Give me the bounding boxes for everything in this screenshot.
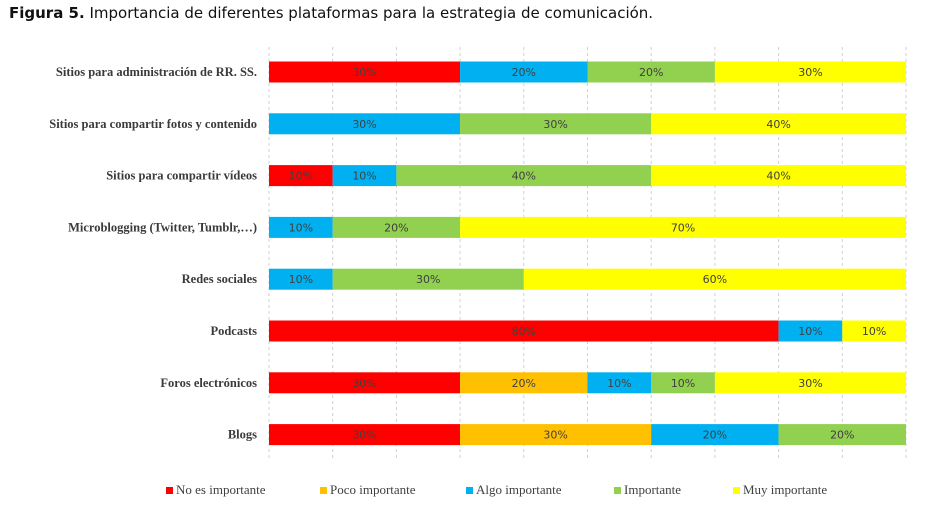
category-label: Microblogging (Twitter, Tumblr,…) (68, 220, 257, 234)
bar-segment (332, 165, 397, 187)
bar-segment (651, 372, 715, 394)
bar-segment (714, 61, 906, 83)
bar-segment (269, 113, 461, 135)
data-label: 20% (639, 66, 663, 79)
chart-legend: No es importante Poco importante Algo impo… (166, 482, 827, 497)
category-label: Foros electrónicos (160, 376, 257, 390)
data-label: 30% (798, 66, 822, 79)
data-label: 70% (671, 221, 695, 234)
data-label: 20% (512, 66, 536, 79)
category-labels: Sitios para administración de RR. SS. Sit… (49, 65, 257, 442)
figure-caption: Figura 5. Importancia de diferentes plat… (9, 4, 653, 22)
data-label: 30% (543, 118, 567, 131)
bar-segment (778, 424, 906, 446)
data-label: 10% (352, 170, 376, 183)
category-label: Sitios para compartir vídeos (106, 169, 257, 183)
data-label: 40% (512, 170, 536, 183)
data-label: 20% (384, 221, 408, 234)
bar-segment (269, 372, 461, 394)
bar-segment (523, 268, 906, 290)
data-label: 40% (766, 118, 790, 131)
legend-label: Importante (624, 482, 681, 497)
legend-label: Poco importante (330, 482, 416, 497)
legend-label: Muy importante (743, 482, 827, 497)
data-label: 10% (671, 377, 695, 390)
bar-segment (778, 320, 843, 342)
bar-segment (460, 61, 588, 83)
bar-segment (651, 113, 906, 135)
data-label: 10% (862, 325, 886, 338)
data-label: 30% (352, 66, 376, 79)
data-label: 30% (352, 429, 376, 442)
bar-segment (269, 216, 333, 238)
category-label: Podcasts (210, 324, 257, 338)
bar-segment (651, 165, 906, 187)
bar-segment (460, 424, 652, 446)
data-label: 30% (352, 377, 376, 390)
bar-segment (460, 113, 652, 135)
bar-segment (651, 424, 779, 446)
data-label: 30% (416, 273, 440, 286)
category-label: Sitios para administración de RR. SS. (56, 65, 257, 79)
bar-segment (269, 165, 333, 187)
bar-segment (396, 165, 652, 187)
chart-bars: 30% 20% 20% 30% 30% 30% 40% 10% 10% 40% 40% 10% 20% 7… (269, 61, 906, 446)
legend-swatch (733, 487, 740, 494)
bar-segment (460, 216, 906, 238)
figure-caption-prefix: Figura 5. (9, 4, 85, 22)
category-label: Blogs (228, 428, 257, 442)
legend-label: Algo importante (476, 482, 562, 497)
figure-caption-text: Importancia de diferentes plataformas pa… (89, 4, 654, 22)
bar-segment (842, 320, 906, 342)
data-label: 60% (703, 273, 727, 286)
data-label: 40% (766, 170, 790, 183)
chart-grid (268, 47, 907, 460)
bar-segment (269, 268, 333, 290)
bar-segment (269, 61, 461, 83)
bar-segment (714, 372, 906, 394)
data-label: 10% (798, 325, 822, 338)
bar-segment (587, 372, 652, 394)
bar-segment (269, 424, 461, 446)
legend-swatch (320, 487, 327, 494)
data-label: 30% (798, 377, 822, 390)
category-label: Sitios para compartir fotos y contenido (49, 117, 257, 131)
data-label: 20% (703, 429, 727, 442)
data-label: 10% (289, 273, 313, 286)
data-label: 30% (543, 429, 567, 442)
legend-swatch (166, 487, 173, 494)
bar-segment (269, 320, 779, 342)
legend-label: No es importante (176, 482, 266, 497)
data-label: 10% (607, 377, 631, 390)
data-label: 10% (289, 170, 313, 183)
bar-segment (587, 61, 715, 83)
legend-swatch (614, 487, 621, 494)
bar-segment (332, 216, 461, 238)
bar-segment (332, 268, 524, 290)
data-label: 10% (289, 221, 313, 234)
legend-swatch (466, 487, 473, 494)
data-label: 20% (830, 429, 854, 442)
data-label: 30% (352, 118, 376, 131)
bar-segment (460, 372, 588, 394)
data-label: 80% (512, 325, 536, 338)
data-label: 20% (512, 377, 536, 390)
category-label: Redes sociales (182, 272, 257, 286)
